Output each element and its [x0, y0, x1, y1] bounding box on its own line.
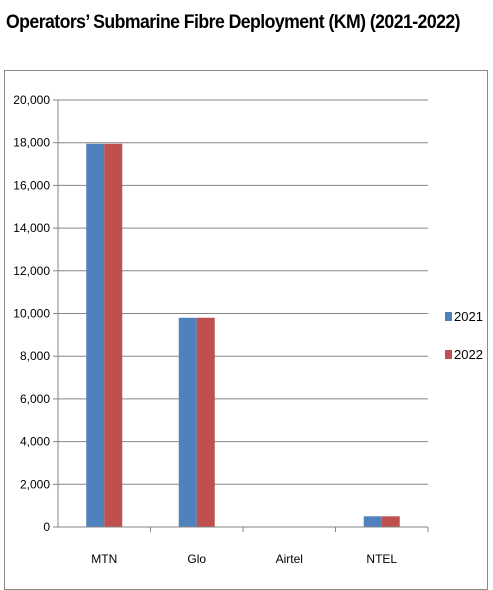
bar-2022-glo	[196, 317, 215, 527]
bars	[86, 143, 400, 527]
x-category-label: Glo	[187, 552, 206, 566]
x-category-labels: MTN Glo Airtel NTEL	[91, 552, 397, 566]
legend-swatch-2022	[445, 350, 452, 359]
legend-label-2022: 2022	[454, 347, 483, 362]
y-tick-label: 6,000	[20, 392, 50, 406]
bar-2022-ntel	[381, 516, 400, 527]
y-tick-label: 20,000	[13, 93, 50, 107]
y-tick-label: 16,000	[13, 178, 50, 192]
chart-title: Operators’ Submarine Fibre Deployment (K…	[6, 12, 461, 33]
bar-2021-ntel	[363, 516, 382, 527]
bar-2021-glo	[178, 317, 197, 527]
legend: 2021 2022	[445, 309, 483, 362]
y-tick-label: 4,000	[20, 435, 50, 449]
x-category-label: NTEL	[366, 552, 397, 566]
y-tick-label: 10,000	[13, 307, 50, 321]
legend-swatch-2021	[445, 312, 452, 321]
y-tick-label: 14,000	[13, 221, 50, 235]
y-tick-label: 2,000	[20, 477, 50, 491]
legend-label-2021: 2021	[454, 309, 483, 324]
bar-2021-mtn	[86, 143, 105, 527]
y-tick-labels: 0 2,000 4,000 6,000 8,000 10,000 12,000 14,000 1…	[13, 93, 50, 534]
x-category-label: MTN	[91, 552, 117, 566]
y-tick-label: 18,000	[13, 136, 50, 150]
bar-2022-mtn	[104, 143, 123, 527]
chart-frame	[4, 70, 488, 590]
y-tick-label: 0	[43, 520, 50, 534]
axes	[53, 99, 429, 532]
x-category-label: Airtel	[276, 552, 303, 566]
y-tick-label: 12,000	[13, 264, 50, 278]
y-tick-label: 8,000	[20, 349, 50, 363]
